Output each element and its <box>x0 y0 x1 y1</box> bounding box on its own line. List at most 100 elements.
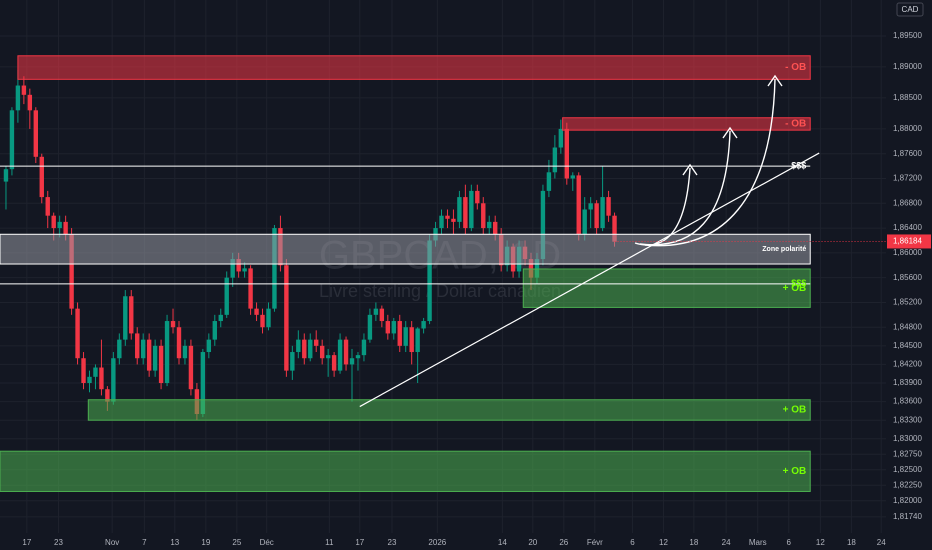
arrow-head <box>682 163 698 176</box>
x-tick-label: 17 <box>355 538 364 547</box>
current-price-label: 1,86184 <box>893 237 922 246</box>
candle-body <box>570 175 575 179</box>
candle-body <box>57 221 62 229</box>
candle-body <box>349 358 355 365</box>
candle-body <box>176 327 182 359</box>
candle-body <box>45 197 50 216</box>
y-tick-label: 1,88000 <box>893 124 922 133</box>
candle-body <box>445 215 450 219</box>
y-tick-label: 1,82750 <box>893 449 922 458</box>
candle-body <box>63 221 68 235</box>
candle-body <box>152 345 158 371</box>
candle-body <box>302 339 307 359</box>
y-tick-label: 1,82250 <box>893 480 922 489</box>
candle-body <box>582 209 587 235</box>
candle-body <box>290 352 295 371</box>
candle-body <box>170 321 176 328</box>
candle-body <box>75 308 80 359</box>
arrow <box>639 130 731 246</box>
y-tick-label: 1,85200 <box>893 298 922 307</box>
zone <box>17 55 811 80</box>
candle-body <box>457 197 462 222</box>
x-tick-label: 18 <box>689 538 698 547</box>
candle-body <box>552 147 558 173</box>
candle-body <box>111 358 116 402</box>
candle-body <box>540 190 546 260</box>
candle-body <box>403 327 408 346</box>
zones-layer: - OB - OB Zone polarité + OB + OB + OB <box>0 55 811 492</box>
zone-label: + OB <box>783 405 807 416</box>
y-tick-label: 1,87600 <box>893 149 922 158</box>
candle-body <box>182 345 188 359</box>
x-tick-label: 24 <box>722 538 731 547</box>
x-tick-label: 20 <box>528 538 537 547</box>
y-tick-label: 1,83000 <box>893 434 922 443</box>
currency[interactable]: CAD <box>902 5 919 14</box>
candle-body <box>391 321 396 334</box>
arrow <box>644 78 776 247</box>
zone <box>0 233 811 265</box>
candle-body <box>481 203 486 229</box>
candle-body <box>325 355 331 359</box>
x-tick-label: 7 <box>142 538 147 547</box>
y-tick-label: 1,82000 <box>893 496 922 505</box>
x-tick-label: 13 <box>170 538 179 547</box>
candle-body <box>164 321 170 384</box>
candle-body <box>415 328 420 353</box>
candle-body <box>296 339 301 353</box>
candle-body <box>105 389 110 402</box>
x-tick-label: 2026 <box>428 538 446 547</box>
zone-label: + OB <box>783 283 807 294</box>
candle-body <box>39 156 44 198</box>
x-tick-label: 24 <box>877 538 886 547</box>
zone <box>522 268 811 308</box>
candle-body <box>284 265 289 371</box>
candle-body <box>373 308 379 315</box>
candle-body <box>558 128 564 148</box>
candle-body <box>248 268 253 309</box>
candle-body <box>427 240 432 322</box>
x-tick-label: 12 <box>816 538 825 547</box>
x-tick-label: 26 <box>559 538 568 547</box>
candle-body <box>206 339 212 353</box>
y-tick-label: 1,86800 <box>893 198 922 207</box>
arrow-head <box>767 74 783 87</box>
price-axis-bg <box>886 0 932 533</box>
y-tick-label: 1,87200 <box>893 174 922 183</box>
candle-body <box>546 172 552 191</box>
y-tick-label: 1,84800 <box>893 322 922 331</box>
candle-body <box>200 352 206 415</box>
zone-label: + OB <box>783 466 807 477</box>
y-tick-label: 1,86000 <box>893 248 922 257</box>
x-tick-label: 6 <box>630 538 635 547</box>
candle-body <box>564 128 570 179</box>
currency-box[interactable] <box>896 2 924 17</box>
candle-body <box>487 221 492 229</box>
x-tick-label: 23 <box>54 538 63 547</box>
x-tick-label: Déc <box>260 538 274 547</box>
x-tick-label: 18 <box>847 538 856 547</box>
y-tick-label: 1,89500 <box>893 31 922 40</box>
x-tick-label: 19 <box>201 538 210 547</box>
candle-body <box>594 203 599 229</box>
candle-body <box>51 215 56 229</box>
trendline <box>359 152 820 408</box>
candle-body <box>33 110 38 157</box>
candle-body <box>254 308 259 315</box>
zone <box>562 117 811 131</box>
candle-body <box>21 85 27 95</box>
candle-body <box>15 85 21 111</box>
level-label: $$$ <box>791 278 806 288</box>
zone-label: - OB <box>785 62 806 73</box>
candle-body <box>343 339 349 365</box>
candle-body <box>331 355 337 371</box>
x-tick-label: 11 <box>325 538 334 547</box>
candle-body <box>140 339 146 359</box>
candles-layer <box>3 70 617 421</box>
candle-body <box>600 197 605 229</box>
candle-body <box>242 268 247 272</box>
projection-arrows <box>634 74 783 247</box>
